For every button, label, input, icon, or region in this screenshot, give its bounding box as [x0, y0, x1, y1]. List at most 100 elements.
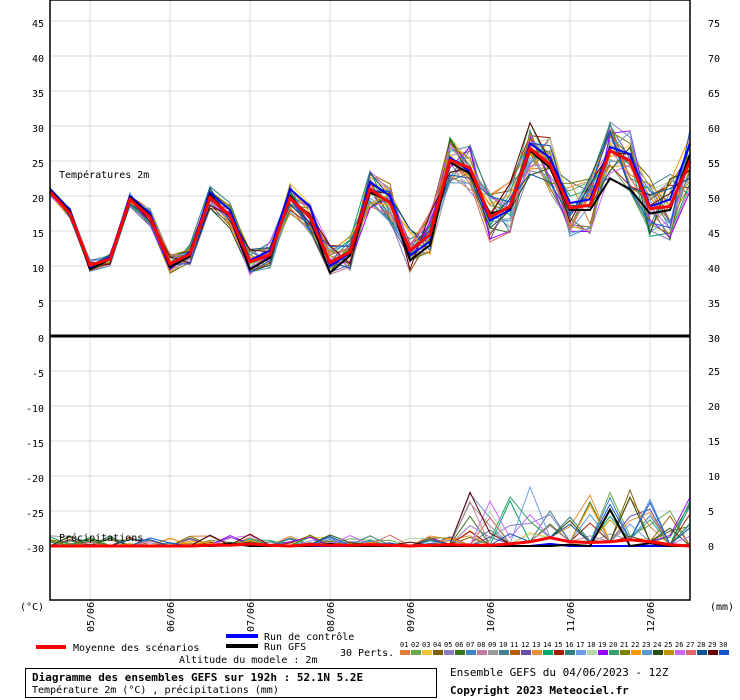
left-tick-label: -25: [26, 509, 44, 520]
copyright: Copyright 2023 Meteociel.fr: [450, 684, 629, 697]
member-legend-swatch: [598, 650, 608, 655]
right-tick-label: 10: [708, 472, 720, 483]
main-series-lines: [48, 141, 692, 548]
left-tick-label: 20: [32, 194, 44, 205]
member-legend-swatch: [719, 650, 729, 655]
temp-panel-label: Températures 2m: [59, 169, 149, 181]
left-tick-label: -5: [32, 369, 44, 380]
chart-subtitle: Température 2m (°C) , précipitations (mm…: [32, 685, 279, 696]
right-tick-label: 40: [708, 264, 720, 275]
member-temp-line: [49, 128, 691, 272]
precip-panel-label: Précipitations: [59, 532, 143, 544]
member-legend-swatch: [444, 650, 454, 655]
chart-axes: 454035302520151050-5-10-15-20-25-3075706…: [26, 0, 720, 632]
x-tick-label: 08/06: [326, 602, 337, 632]
right-tick-label: 15: [708, 437, 720, 448]
member-legend-swatch: [642, 650, 652, 655]
right-tick-label: 65: [708, 89, 720, 100]
left-unit-label: (°C): [20, 602, 44, 613]
member-legend-swatch: [697, 650, 707, 655]
member-legend-swatch: [543, 650, 553, 655]
left-tick-label: 25: [32, 159, 44, 170]
member-legend-swatch: [653, 650, 663, 655]
legend-gfs-label: Run GFS: [264, 642, 306, 653]
x-tick-label: 09/06: [406, 602, 417, 632]
x-tick-label: 06/06: [166, 602, 177, 632]
member-legend-label: 03: [422, 641, 430, 649]
member-legend-swatch: [532, 650, 542, 655]
member-legend-label: 02: [411, 641, 419, 649]
right-unit-label: (mm): [710, 602, 734, 613]
x-tick-label: 10/06: [486, 602, 497, 632]
precip-panel-frame: [49, 335, 691, 601]
right-tick-label: 50: [708, 194, 720, 205]
member-legend-swatch: [488, 650, 498, 655]
member-legend-label: 10: [499, 641, 507, 649]
right-tick-label: 25: [708, 367, 720, 378]
member-legend-label: 29: [708, 641, 716, 649]
member-legend-label: 20: [609, 641, 617, 649]
right-tick-label: 75: [708, 19, 720, 30]
member-legend-swatch: [664, 650, 674, 655]
member-legend-label: 23: [642, 641, 650, 649]
x-tick-label: 11/06: [566, 602, 577, 632]
member-legend-swatch: [433, 650, 443, 655]
left-tick-label: 0: [38, 334, 44, 345]
member-legend-label: 18: [587, 641, 595, 649]
left-tick-label: -15: [26, 439, 44, 450]
left-tick-label: -10: [26, 404, 44, 415]
member-legend-swatch: [686, 650, 696, 655]
member-legend-swatch: [554, 650, 564, 655]
right-tick-label: 20: [708, 402, 720, 413]
right-tick-label: 0: [708, 542, 714, 553]
altitude-label: Altitude du modele : 2m: [179, 655, 317, 666]
member-legend-swatch: [631, 650, 641, 655]
left-tick-label: 10: [32, 264, 44, 275]
member-legend-label: 13: [532, 641, 540, 649]
member-legend-label: 22: [631, 641, 639, 649]
member-legend-label: 07: [466, 641, 474, 649]
member-legend-label: 17: [576, 641, 584, 649]
member-legend-label: 21: [620, 641, 628, 649]
run-info: Ensemble GEFS du 04/06/2023 - 12Z: [450, 666, 669, 679]
member-legend-swatch: [675, 650, 685, 655]
right-tick-label: 35: [708, 299, 720, 310]
member-legend: 01 02 03 04 05 06 07 08 09 10 11 12 13 14 15 16 17 18 19 20…: [400, 641, 729, 655]
member-temp-line: [49, 130, 691, 272]
x-tick-label: 12/06: [646, 602, 657, 632]
member-legend-label: 08: [477, 641, 485, 649]
member-legend-label: 25: [664, 641, 672, 649]
right-tick-label: 5: [708, 507, 714, 518]
member-legend-swatch: [521, 650, 531, 655]
left-tick-label: 45: [32, 19, 44, 30]
left-tick-label: 30: [32, 124, 44, 135]
left-tick-label: 35: [32, 89, 44, 100]
member-legend-label: 16: [565, 641, 573, 649]
right-tick-label: 60: [708, 124, 720, 135]
member-legend-label: 14: [543, 641, 551, 649]
left-tick-label: -30: [26, 544, 44, 555]
left-tick-label: -20: [26, 474, 44, 485]
member-legend-swatch: [620, 650, 630, 655]
member-legend-swatch: [609, 650, 619, 655]
right-tick-label: 70: [708, 54, 720, 65]
left-tick-label: 5: [38, 299, 44, 310]
legend: Moyenne des scénarios Run de contrôle Ru…: [36, 631, 729, 666]
member-legend-swatch: [510, 650, 520, 655]
member-legend-swatch: [422, 650, 432, 655]
right-tick-label: 45: [708, 229, 720, 240]
member-legend-label: 01: [400, 641, 408, 649]
legend-mean-label: Moyenne des scénarios: [73, 642, 199, 654]
member-legend-swatch: [466, 650, 476, 655]
member-legend-swatch: [455, 650, 465, 655]
left-tick-label: 40: [32, 54, 44, 65]
member-legend-label: 19: [598, 641, 606, 649]
member-legend-label: 11: [510, 641, 518, 649]
member-legend-swatch: [477, 650, 487, 655]
member-legend-swatch: [411, 650, 421, 655]
member-legend-label: 30: [719, 641, 727, 649]
left-tick-label: 15: [32, 229, 44, 240]
member-legend-label: 06: [455, 641, 463, 649]
x-tick-label: 05/06: [86, 602, 97, 632]
